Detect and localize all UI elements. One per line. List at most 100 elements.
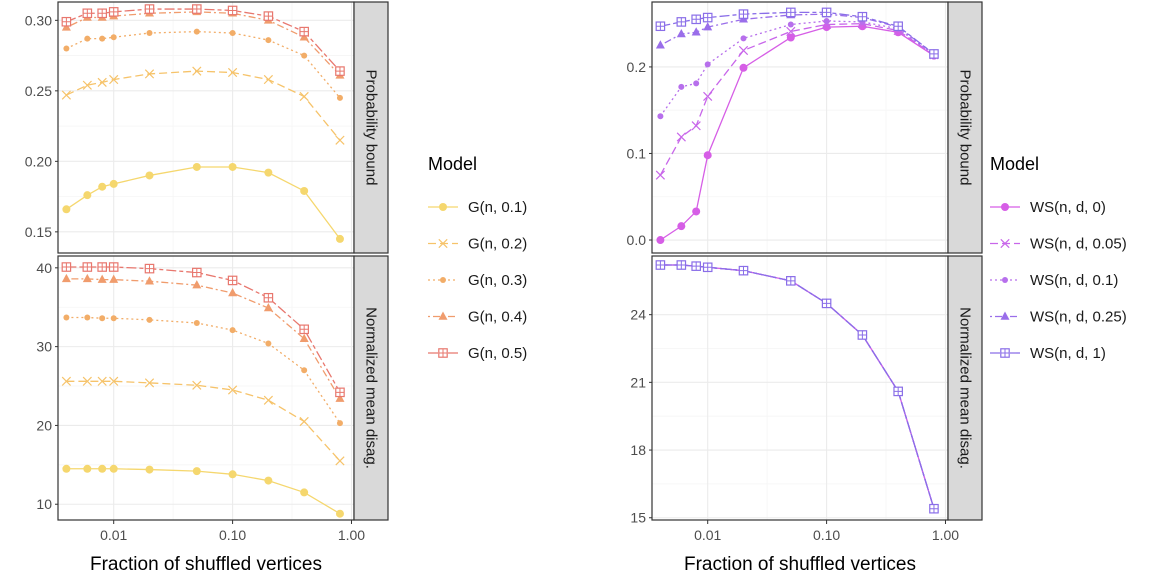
marker-square-cross [858,12,867,21]
marker-circle [692,207,701,216]
series-line [660,25,935,241]
marker-circle [335,509,344,518]
marker-cross [82,376,92,386]
facet-strip [947,1,983,254]
y-tick-label: 0.25 [25,83,52,99]
x-tick-label: 0.10 [219,527,246,543]
facet-strip-label: Normalized mean disag. [363,307,380,469]
series-line [660,11,935,55]
marker-cross [335,135,345,145]
marker-dot [823,18,830,25]
marker-dot [336,420,343,427]
marker-circle [300,186,309,195]
marker-circle [62,464,71,473]
marker-dot [265,37,272,44]
marker-square-cross [858,330,867,340]
marker-cross [97,376,107,386]
series-line [66,380,341,462]
marker-dot [84,314,91,321]
series-line [660,13,935,55]
marker-cross [655,170,666,180]
marker-square-cross [786,8,796,17]
marker-square-cross [97,9,107,18]
marker-square-cross [691,15,701,24]
legend-title: Model [428,154,477,174]
marker-cross [144,378,155,388]
panel-0-1: 10 20 30 40 Normalized mean disag. [36,255,389,521]
marker-square-cross [228,6,237,15]
marker-triangle [703,22,713,31]
marker-dot [110,315,117,322]
series-WS(n, d, 0) [656,22,938,245]
series-line [66,70,341,141]
marker-square-cross [83,9,92,18]
marker-dot [63,45,70,52]
marker-circle [109,179,118,188]
marker-dot [336,94,343,101]
marker-cross [144,69,155,79]
marker-circle [264,168,273,177]
marker-triangle [144,276,154,285]
x-tick-label: 1.00 [932,527,959,543]
x-tick-label: 0.01 [100,527,127,543]
marker-square-cross [893,387,903,396]
series-G(n, 0.1) [62,162,344,243]
marker-dot [146,316,153,323]
marker-triangle [192,280,202,289]
legend-label: G(n, 0.2) [468,236,527,253]
marker-cross [676,132,686,142]
marker-triangle [335,393,345,402]
marker-square-cross [97,262,107,272]
marker-square-cross [299,325,309,334]
y-tick-label: 10 [36,496,52,512]
marker-triangle [109,274,119,283]
marker-cross [335,456,345,466]
y-tick-label: 0.1 [627,145,647,161]
marker-cross [192,380,202,390]
panel-background [58,2,354,253]
marker-cross [61,90,72,100]
series-line [659,22,935,176]
series-WS(n, d, 1) [655,260,939,514]
series-G(n, 0.2) [61,66,345,145]
marker-circle [192,467,201,476]
marker-square-cross [228,276,237,285]
marker-cross [109,376,119,386]
marker-square-cross [299,27,309,36]
y-tick-label: 18 [630,442,646,458]
y-tick-label: 0.15 [25,224,52,240]
marker-triangle [1000,311,1010,320]
legend-label: WS(n, d, 0.1) [1030,272,1118,289]
legend-label: WS(n, d, 0.25) [1030,309,1127,326]
marker-circle [300,488,309,497]
marker-square-cross [264,11,273,21]
marker-cross [1000,238,1010,249]
series-G(n, 0.3) [63,314,343,427]
series-line [660,264,935,509]
marker-square-cross [929,49,939,59]
marker-dot [787,21,794,28]
marker-square-cross [822,8,831,17]
marker-square-cross [438,348,448,358]
marker-circle [145,171,154,180]
marker-square-cross [109,7,118,17]
series-G(n, 0.5) [61,4,345,76]
facet-strip [353,1,389,254]
legend-title: Model [990,154,1039,174]
marker-circle [98,182,107,191]
marker-circle [703,151,712,160]
marker-dot [440,277,446,283]
marker-dot [740,35,747,42]
y-tick-label: 24 [630,307,646,323]
marker-dot [99,35,106,42]
marker-dot [229,327,236,334]
marker-cross [786,26,796,37]
marker-square-cross [83,262,92,272]
legend-label: G(n, 0.3) [468,272,527,289]
marker-cross [61,376,72,386]
x-tick-label: 0.01 [694,527,721,543]
marker-square-cross [335,388,345,397]
y-tick-label: 20 [36,417,52,433]
